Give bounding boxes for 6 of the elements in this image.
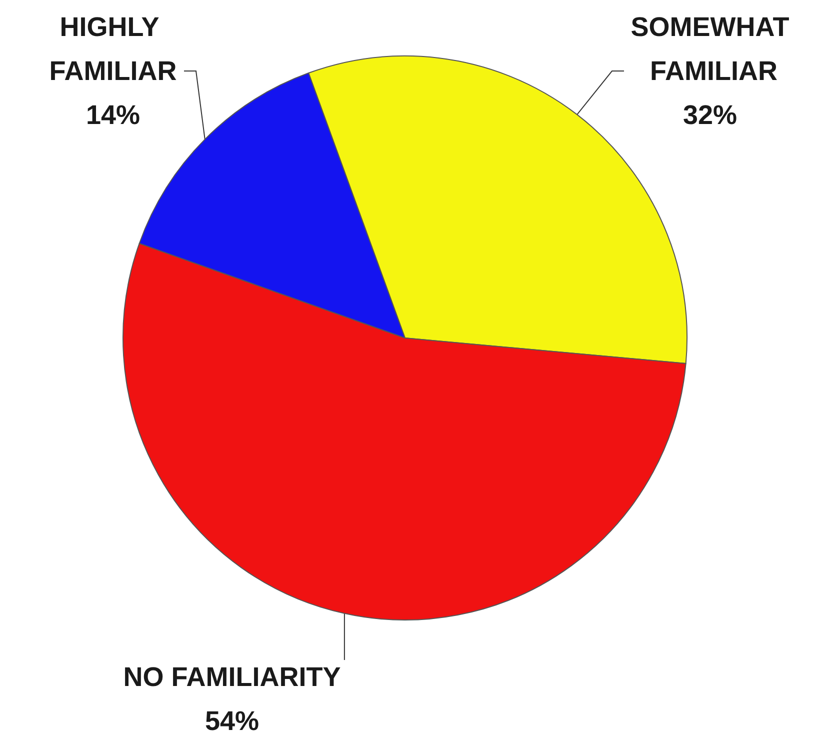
data-label: 54%: [204, 706, 260, 736]
data-label: 32%: [682, 100, 738, 130]
slice-label: HIGHLY FAMILIAR: [49, 12, 177, 86]
data-label: 14%: [86, 100, 140, 130]
slice-label: NO FAMILIARITY: [123, 662, 341, 692]
slice-label: SOMEWHAT FAMILIAR: [630, 12, 790, 86]
